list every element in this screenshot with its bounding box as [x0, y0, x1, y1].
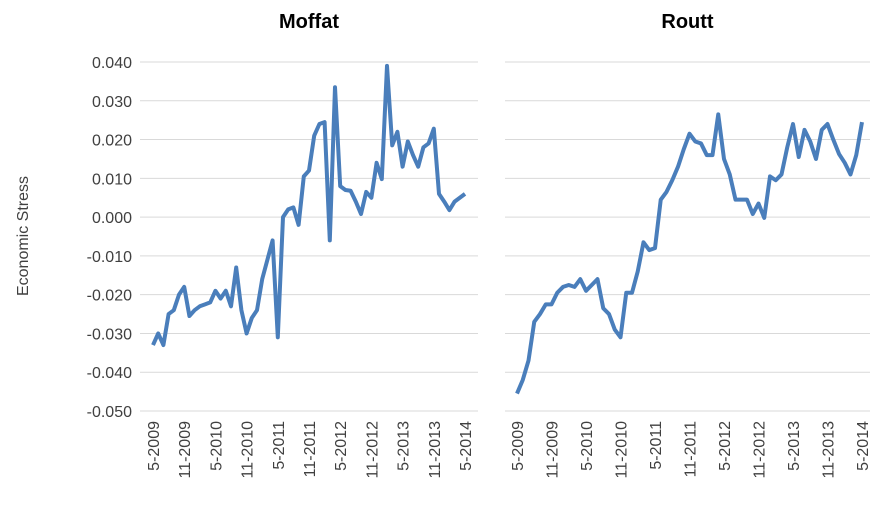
x-tick-label: 5-2010	[579, 421, 596, 471]
x-tick-label: 5-2012	[333, 421, 350, 471]
y-tick-label: -0.040	[87, 365, 132, 382]
x-tick-label: 11-2011	[302, 421, 319, 477]
y-tick-label: 0.040	[92, 55, 132, 72]
chart-title: Moffat	[279, 11, 339, 33]
x-tick-label: 11-2009	[545, 421, 562, 479]
x-tick-label: 5-2010	[208, 421, 225, 471]
y-tick-label: 0.030	[92, 94, 132, 111]
x-tick-label: 11-2013	[427, 421, 444, 479]
x-tick-label: 5-2011	[271, 421, 288, 470]
y-tick-label: 0.000	[92, 210, 132, 227]
x-tick-label: 5-2014	[458, 421, 475, 471]
x-tick-label: 5-2009	[510, 421, 527, 471]
y-tick-label: 0.010	[92, 171, 132, 188]
x-tick-label: 5-2009	[146, 421, 163, 471]
x-tick-label: 11-2010	[240, 421, 257, 479]
y-tick-label: -0.050	[87, 404, 132, 421]
y-axis-label: Economic Stress	[15, 176, 32, 296]
line-series	[151, 63, 467, 348]
line-series	[515, 112, 864, 395]
y-tick-label: 0.020	[92, 133, 132, 150]
x-tick-label: 11-2010	[614, 421, 631, 479]
x-tick-label: 5-2014	[855, 421, 871, 471]
x-tick-label: 5-2011	[648, 421, 665, 470]
x-tick-label: 11-2012	[364, 421, 381, 479]
x-tick-label: 11-2013	[821, 421, 838, 479]
x-tick-label: 5-2013	[786, 421, 803, 471]
x-tick-label: 5-2012	[717, 421, 734, 471]
y-tick-label: -0.020	[87, 288, 132, 305]
x-tick-label: 11-2009	[177, 421, 194, 479]
x-tick-label: 5-2013	[396, 421, 413, 471]
y-tick-label: -0.030	[87, 326, 132, 343]
chart-title: Routt	[661, 11, 714, 33]
y-tick-label: -0.010	[87, 249, 132, 266]
x-tick-label: 11-2012	[752, 421, 769, 479]
x-tick-label: 11-2011	[683, 421, 700, 477]
